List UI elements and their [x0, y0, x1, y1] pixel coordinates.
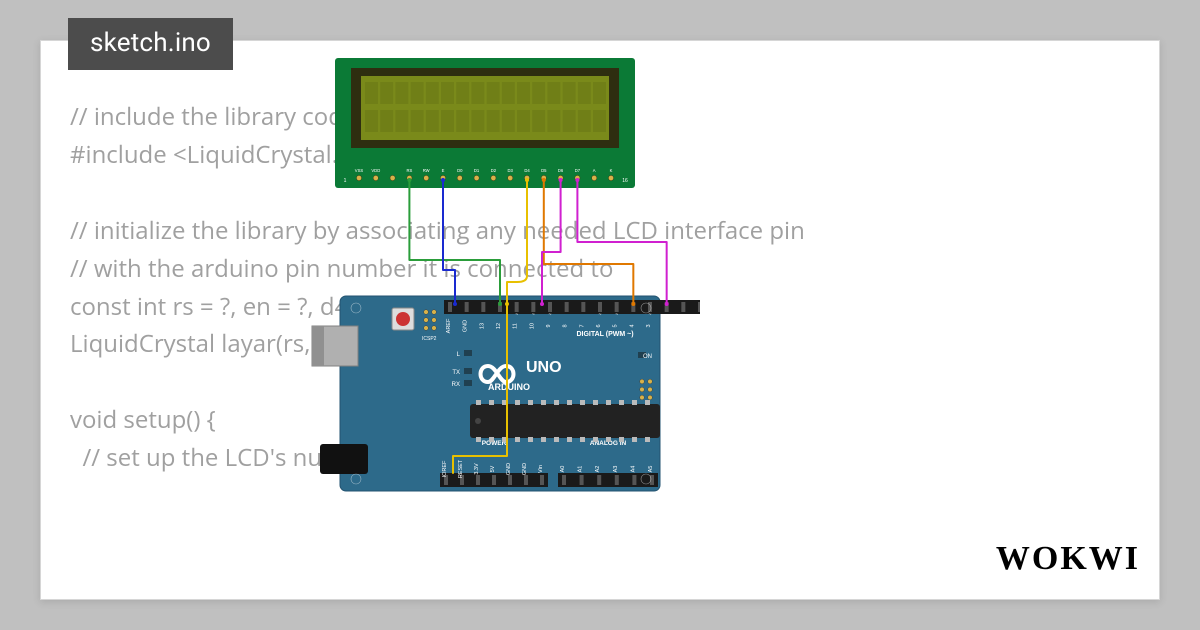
- code-line: // initialize the library by associating…: [70, 214, 805, 247]
- filename-text: sketch.ino: [90, 28, 211, 58]
- code-line: // with the arduino pin number it is con…: [70, 252, 613, 285]
- code-line: void setup() {: [70, 403, 216, 436]
- code-line: // include the library code:: [70, 100, 363, 133]
- code-line: const int rs = ?, en = ?, d4 = ?, d5 = ?…: [70, 290, 623, 323]
- code-line: #include <LiquidCrystal.h>: [70, 138, 366, 171]
- wokwi-logo: WOKWI: [996, 540, 1140, 578]
- code-line: // set up the LCD's number of columns an…: [70, 441, 628, 474]
- code-line: LiquidCrystal layar(rs, en, d4, d5, d6, …: [70, 327, 522, 360]
- filename-tab: sketch.ino: [68, 18, 233, 70]
- wokwi-logo-text: WOKWI: [996, 540, 1140, 577]
- code-block: // include the library code: #include <L…: [70, 98, 805, 477]
